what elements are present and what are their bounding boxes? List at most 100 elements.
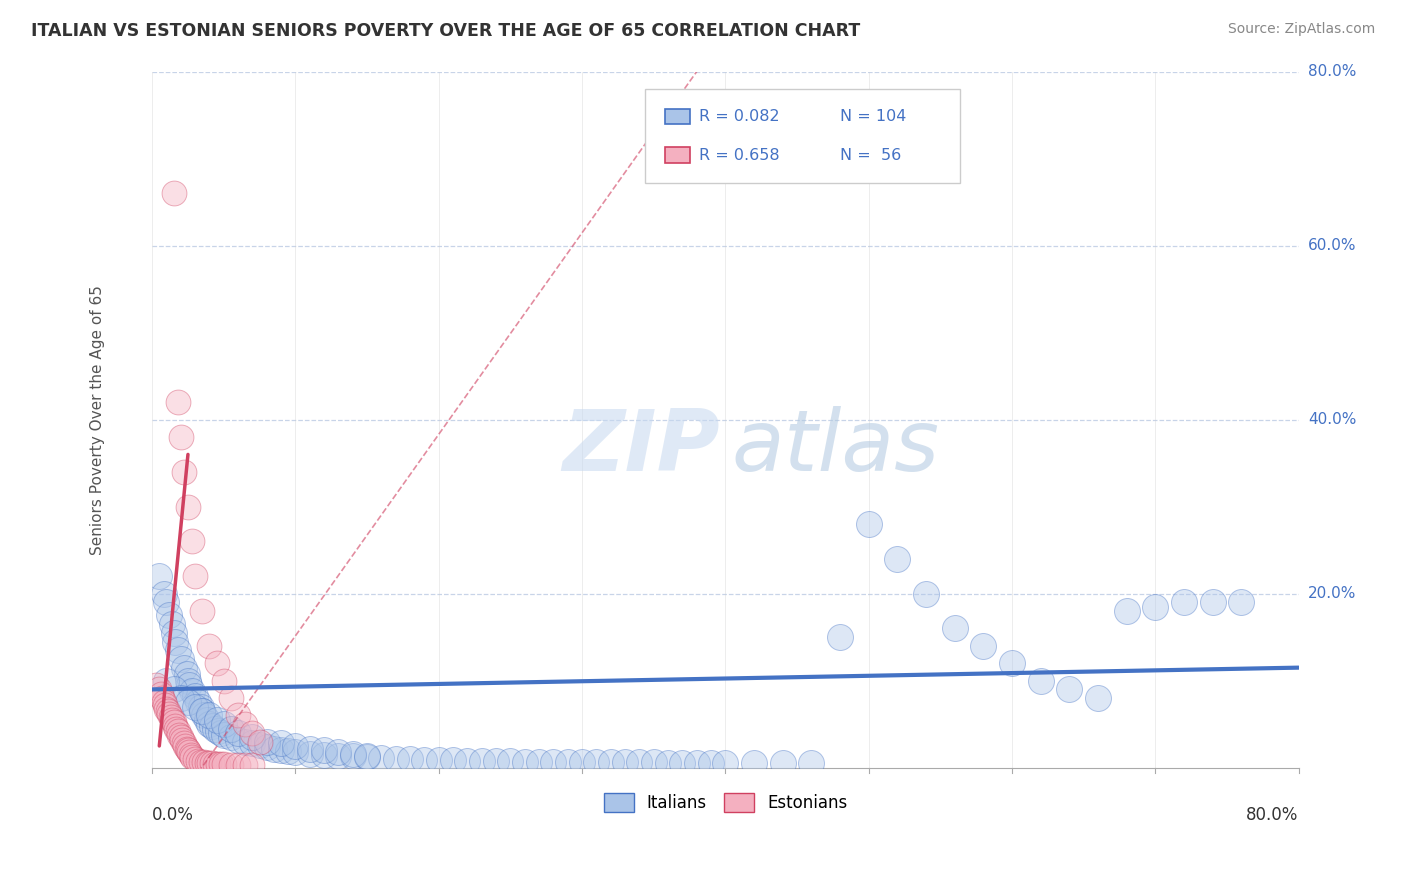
Text: ZIP: ZIP xyxy=(562,406,720,489)
Point xyxy=(256,734,278,748)
Text: Seniors Poverty Over the Age of 65: Seniors Poverty Over the Age of 65 xyxy=(90,285,104,555)
Point xyxy=(263,741,285,756)
Point xyxy=(328,745,350,759)
Point xyxy=(557,755,579,769)
Point xyxy=(242,731,264,745)
Text: atlas: atlas xyxy=(731,406,939,489)
Point xyxy=(201,756,224,771)
Point xyxy=(828,630,851,644)
Point xyxy=(170,691,193,706)
Point xyxy=(1201,595,1223,609)
Point xyxy=(233,734,256,748)
Point xyxy=(886,552,908,566)
Point xyxy=(356,750,378,764)
Point xyxy=(162,682,184,697)
Point xyxy=(172,732,194,747)
Text: 60.0%: 60.0% xyxy=(1308,238,1357,253)
Point xyxy=(915,587,938,601)
Point xyxy=(242,758,264,772)
Point xyxy=(190,755,212,769)
Point xyxy=(193,708,215,723)
Point xyxy=(284,739,307,753)
Point xyxy=(173,660,195,674)
Point xyxy=(212,717,235,731)
Point xyxy=(399,752,422,766)
Point xyxy=(165,719,187,733)
Point xyxy=(249,738,271,752)
Point xyxy=(162,625,184,640)
FancyBboxPatch shape xyxy=(665,147,690,162)
Point xyxy=(209,757,232,772)
Point xyxy=(614,756,637,770)
Point xyxy=(184,752,207,766)
Point xyxy=(184,569,207,583)
Point xyxy=(195,756,218,771)
Point xyxy=(184,690,207,704)
Point xyxy=(169,728,191,742)
Point xyxy=(249,734,271,748)
Point xyxy=(155,595,177,609)
Point xyxy=(148,682,170,697)
Point xyxy=(800,756,823,771)
Point xyxy=(153,698,176,712)
Point xyxy=(204,722,226,736)
Point xyxy=(170,430,193,444)
Text: N =  56: N = 56 xyxy=(839,147,901,162)
Point xyxy=(643,756,665,770)
Point xyxy=(772,756,794,771)
Point xyxy=(242,736,264,750)
Point xyxy=(152,695,174,709)
Point xyxy=(174,739,197,753)
Point xyxy=(191,604,214,618)
Point xyxy=(205,713,228,727)
Point xyxy=(187,695,209,709)
Point xyxy=(176,666,198,681)
Point xyxy=(193,756,215,770)
Point xyxy=(155,673,177,688)
Point xyxy=(671,756,693,771)
Point xyxy=(195,713,218,727)
Point xyxy=(714,756,737,771)
Point xyxy=(157,608,180,623)
Point xyxy=(1173,595,1195,609)
Point xyxy=(858,517,880,532)
Point xyxy=(177,673,200,688)
Point xyxy=(700,756,723,771)
Point xyxy=(149,687,172,701)
Point xyxy=(1115,604,1137,618)
Point xyxy=(370,751,392,765)
Point xyxy=(298,747,321,761)
Point xyxy=(179,745,201,759)
Point xyxy=(277,744,299,758)
Point xyxy=(181,684,204,698)
Point xyxy=(207,724,229,739)
Point xyxy=(176,741,198,756)
Point xyxy=(198,756,221,771)
Point xyxy=(160,617,183,632)
Point xyxy=(427,753,450,767)
Point xyxy=(485,754,508,768)
Point xyxy=(284,745,307,759)
Point xyxy=(270,736,292,750)
Point xyxy=(219,722,242,736)
Point xyxy=(205,657,228,671)
Point xyxy=(1230,595,1253,609)
Point xyxy=(191,704,214,718)
Point xyxy=(219,691,242,706)
Point xyxy=(162,186,184,201)
Point xyxy=(191,704,214,718)
Point xyxy=(212,673,235,688)
Point xyxy=(167,643,190,657)
Text: 20.0%: 20.0% xyxy=(1308,586,1357,601)
Point xyxy=(179,678,201,692)
Point xyxy=(180,747,202,762)
Point xyxy=(233,758,256,772)
Point xyxy=(226,708,249,723)
Point xyxy=(156,704,179,718)
Point xyxy=(198,717,221,731)
Point xyxy=(413,753,436,767)
Point xyxy=(181,750,204,764)
Point xyxy=(170,652,193,666)
Point xyxy=(152,587,174,601)
Point xyxy=(167,724,190,739)
